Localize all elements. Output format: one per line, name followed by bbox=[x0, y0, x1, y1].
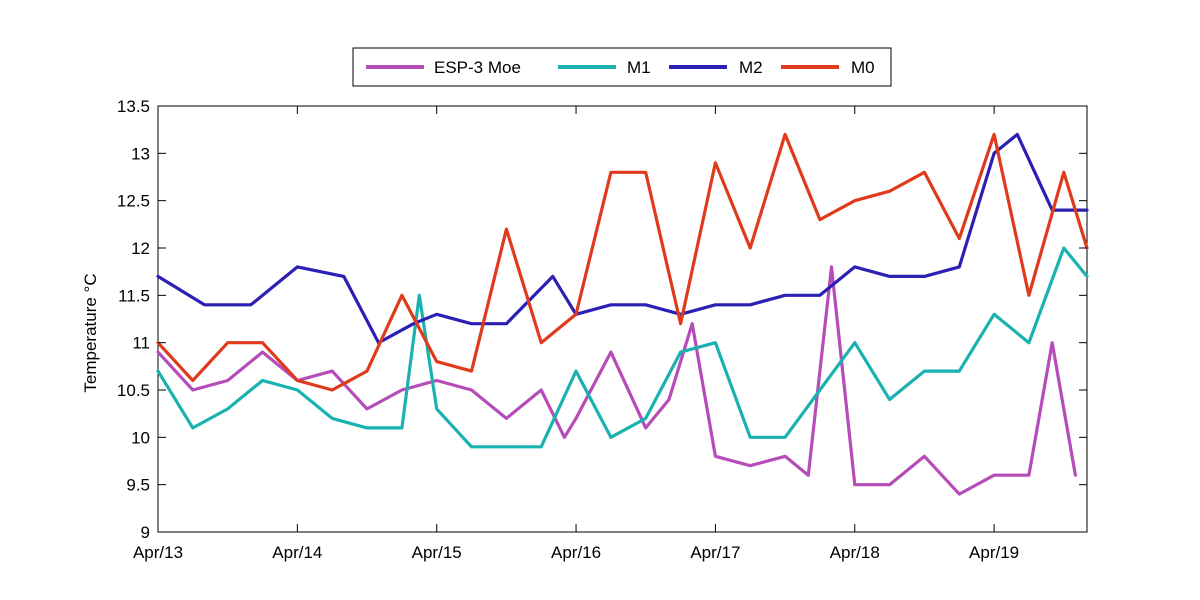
y-axis-label: Temperature °C bbox=[81, 273, 100, 392]
plot-area bbox=[157, 105, 1088, 533]
y-tick-label: 9 bbox=[141, 523, 150, 542]
series-line-m0 bbox=[156, 132, 1089, 392]
y-tick-label: 11.5 bbox=[118, 286, 150, 305]
x-tick-label: Apr/14 bbox=[272, 543, 322, 562]
series-line-m2 bbox=[156, 132, 1089, 345]
y-tick-label: 10 bbox=[131, 428, 150, 447]
x-tick-label: Apr/19 bbox=[969, 543, 1019, 562]
y-tick-label: 13.5 bbox=[117, 97, 150, 116]
legend-label-esp3-moe: ESP-3 Moe bbox=[434, 58, 521, 77]
x-tick-label: Apr/13 bbox=[133, 543, 183, 562]
legend-label-m0: M0 bbox=[851, 58, 875, 77]
legend-label-m1: M1 bbox=[627, 58, 651, 77]
x-tick-label: Apr/15 bbox=[412, 543, 462, 562]
y-tick-label: 12.5 bbox=[117, 192, 150, 211]
legend-label-m2: M2 bbox=[739, 58, 763, 77]
legend: ESP-3 Moe M1 M2 M0 bbox=[352, 47, 892, 87]
y-tick-label: 9.5 bbox=[126, 476, 150, 495]
series-line-m1 bbox=[156, 246, 1089, 449]
y-tick-label: 10.5 bbox=[117, 381, 150, 400]
y-tick-label: 11 bbox=[132, 334, 150, 353]
y-tick-label: 12 bbox=[131, 239, 150, 258]
x-tick-label: Apr/18 bbox=[830, 543, 880, 562]
x-tick-label: Apr/16 bbox=[551, 543, 601, 562]
y-tick-label: 13 bbox=[131, 144, 150, 163]
x-tick-label: Apr/17 bbox=[690, 543, 740, 562]
series-line-esp-3-moe bbox=[156, 265, 1078, 496]
